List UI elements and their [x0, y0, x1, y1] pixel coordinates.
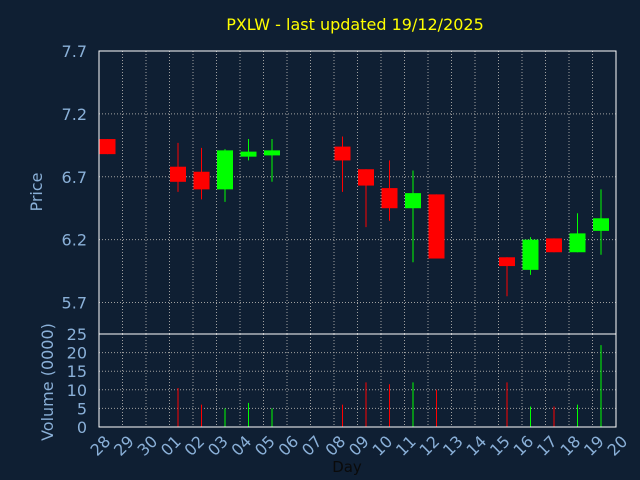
volume-tick-label: 5	[77, 399, 87, 418]
candle	[546, 238, 562, 253]
candle	[522, 237, 539, 275]
candle-body	[170, 166, 186, 182]
price-panel: 7.7 7.2 6.7 6.2 5.7	[62, 42, 617, 335]
price-axis-label: Price	[27, 172, 46, 211]
candle	[193, 147, 210, 200]
candle	[264, 139, 280, 182]
price-tick-label: 6.7	[62, 168, 87, 187]
candle	[593, 189, 609, 255]
candle-body	[99, 139, 116, 155]
price-tick-label: 7.7	[62, 42, 87, 61]
candle	[499, 257, 515, 297]
volume-tick-label: 10	[67, 381, 87, 400]
volume-tick-label: 0	[77, 418, 87, 437]
candle-body	[428, 194, 445, 259]
candle-body	[499, 257, 515, 267]
price-tick-label: 6.2	[62, 231, 87, 250]
candle-body	[405, 193, 421, 209]
candle-body	[593, 218, 609, 231]
candle	[217, 149, 233, 202]
candle-body	[546, 238, 562, 253]
candle-body	[569, 233, 586, 253]
chart-title: PXLW - last updated 19/12/2025	[226, 15, 484, 34]
candle-body	[358, 169, 374, 186]
candle	[358, 169, 374, 228]
candle-body	[334, 146, 351, 161]
candle	[569, 213, 586, 253]
price-tick-label: 7.2	[62, 105, 87, 124]
volume-tick-label: 15	[67, 362, 87, 381]
x-axis-label: Day	[332, 458, 362, 476]
candle-body	[381, 188, 398, 209]
x-axis: 2829300102030405060708091011121314151617…	[86, 432, 631, 460]
candle	[170, 142, 186, 192]
candle	[428, 194, 445, 259]
candle	[240, 139, 257, 161]
candle	[99, 139, 116, 155]
candle-body	[217, 150, 233, 190]
candle	[334, 136, 351, 192]
price-tick-label: 5.7	[62, 294, 87, 313]
volume-tick-label: 20	[67, 344, 87, 363]
x-tick-label: 20	[603, 432, 631, 460]
candle-body	[522, 239, 539, 270]
volume-frame	[98, 333, 617, 428]
candle	[405, 170, 421, 263]
candle	[381, 160, 398, 221]
volume-tick-label: 25	[67, 325, 87, 344]
candle-body	[240, 151, 257, 157]
candle-body	[193, 171, 210, 190]
volume-axis-label: Volume (0000)	[38, 323, 57, 441]
candle-body	[264, 150, 280, 156]
